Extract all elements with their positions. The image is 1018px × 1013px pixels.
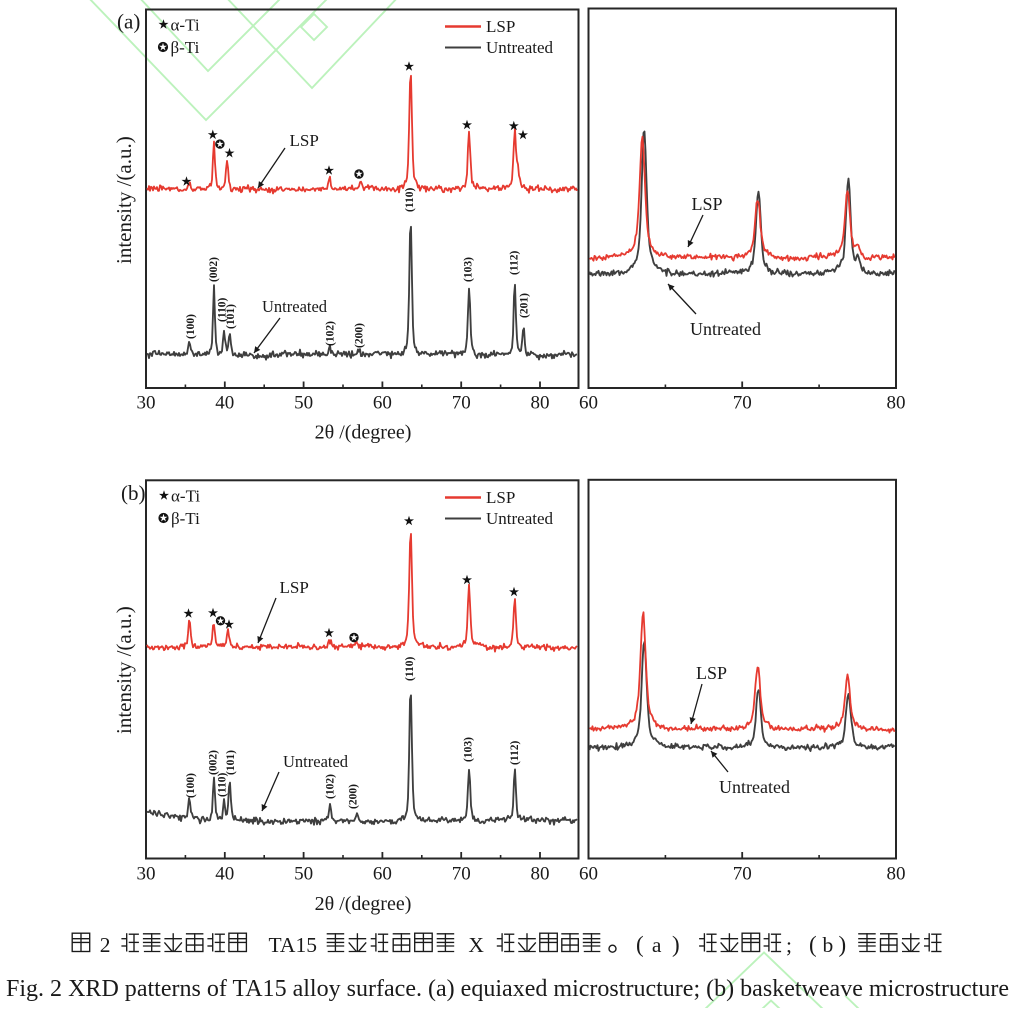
svg-text:40: 40 (215, 864, 234, 885)
svg-text:LSP: LSP (486, 17, 515, 36)
svg-text:(110): (110) (404, 657, 416, 681)
svg-text:LSP: LSP (290, 131, 319, 150)
svg-text:): ) (672, 932, 680, 957)
svg-text:Untreated: Untreated (690, 319, 761, 339)
svg-text:(112): (112) (509, 251, 521, 275)
svg-text:(200): (200) (354, 323, 366, 348)
svg-text:60: 60 (579, 864, 598, 885)
svg-text:30: 30 (137, 393, 156, 414)
svg-text:Untreated: Untreated (262, 297, 328, 316)
svg-text:(110): (110) (217, 773, 229, 797)
svg-text:α-Ti: α-Ti (171, 16, 200, 35)
svg-text:LSP: LSP (486, 488, 515, 507)
svg-text:(102): (102) (325, 321, 337, 346)
svg-text:40: 40 (215, 393, 234, 414)
svg-text:X: X (468, 933, 484, 957)
svg-text:(200): (200) (348, 784, 360, 809)
svg-text:Untreated: Untreated (283, 752, 349, 771)
svg-text:intensity /(a.u.): intensity /(a.u.) (112, 136, 136, 264)
svg-text:50: 50 (294, 393, 313, 414)
svg-text:2θ /(degree): 2θ /(degree) (315, 893, 412, 915)
svg-text:(112): (112) (509, 741, 521, 765)
svg-text:β-Ti: β-Ti (171, 509, 200, 528)
svg-text:LSP: LSP (692, 194, 723, 214)
svg-text:80: 80 (531, 864, 550, 885)
svg-text:(110): (110) (217, 298, 229, 322)
svg-text:70: 70 (452, 864, 471, 885)
svg-text:Untreated: Untreated (486, 509, 554, 528)
svg-text:(103): (103) (463, 737, 475, 762)
svg-text:β-Ti: β-Ti (171, 38, 200, 57)
svg-text:(002): (002) (208, 257, 220, 282)
svg-text:TA15: TA15 (269, 933, 317, 957)
svg-text:): ) (839, 932, 847, 957)
svg-text:80: 80 (531, 393, 550, 414)
svg-text:(110): (110) (404, 188, 416, 212)
svg-text:Untreated: Untreated (719, 777, 790, 797)
svg-text:b: b (823, 933, 834, 957)
svg-text:Fig. 2 XRD patterns of TA15 al: Fig. 2 XRD patterns of TA15 alloy surfac… (6, 976, 1009, 1002)
svg-text:60: 60 (373, 864, 392, 885)
svg-text:70: 70 (733, 864, 752, 885)
svg-text:(100): (100) (185, 773, 197, 798)
svg-text:60: 60 (373, 393, 392, 414)
svg-text:(101): (101) (225, 750, 237, 775)
svg-text:(b): (b) (121, 481, 146, 505)
svg-text:(101): (101) (225, 304, 237, 329)
svg-text:LSP: LSP (696, 663, 727, 683)
svg-text:(: ( (636, 932, 644, 957)
svg-text:2: 2 (100, 933, 111, 957)
svg-text:(002): (002) (208, 750, 220, 775)
svg-text:80: 80 (887, 864, 906, 885)
svg-text:α-Ti: α-Ti (171, 487, 200, 506)
svg-text:(100): (100) (185, 314, 197, 339)
svg-text:(102): (102) (325, 774, 337, 799)
svg-text:intensity /(a.u.): intensity /(a.u.) (112, 606, 136, 734)
svg-text:(103): (103) (463, 257, 475, 282)
svg-text:Untreated: Untreated (486, 38, 554, 57)
svg-text:70: 70 (733, 393, 752, 414)
svg-text:60: 60 (579, 393, 598, 414)
svg-text:LSP: LSP (280, 578, 309, 597)
svg-text:2θ /(degree): 2θ /(degree) (315, 422, 412, 444)
svg-text:70: 70 (452, 393, 471, 414)
svg-text:(201): (201) (519, 293, 531, 318)
svg-text:80: 80 (887, 393, 906, 414)
svg-text:30: 30 (137, 864, 156, 885)
svg-text:a: a (652, 933, 662, 957)
svg-text:(: ( (809, 932, 817, 957)
svg-text:(a): (a) (117, 10, 140, 34)
svg-text:;: ; (786, 933, 792, 957)
svg-text:50: 50 (294, 864, 313, 885)
